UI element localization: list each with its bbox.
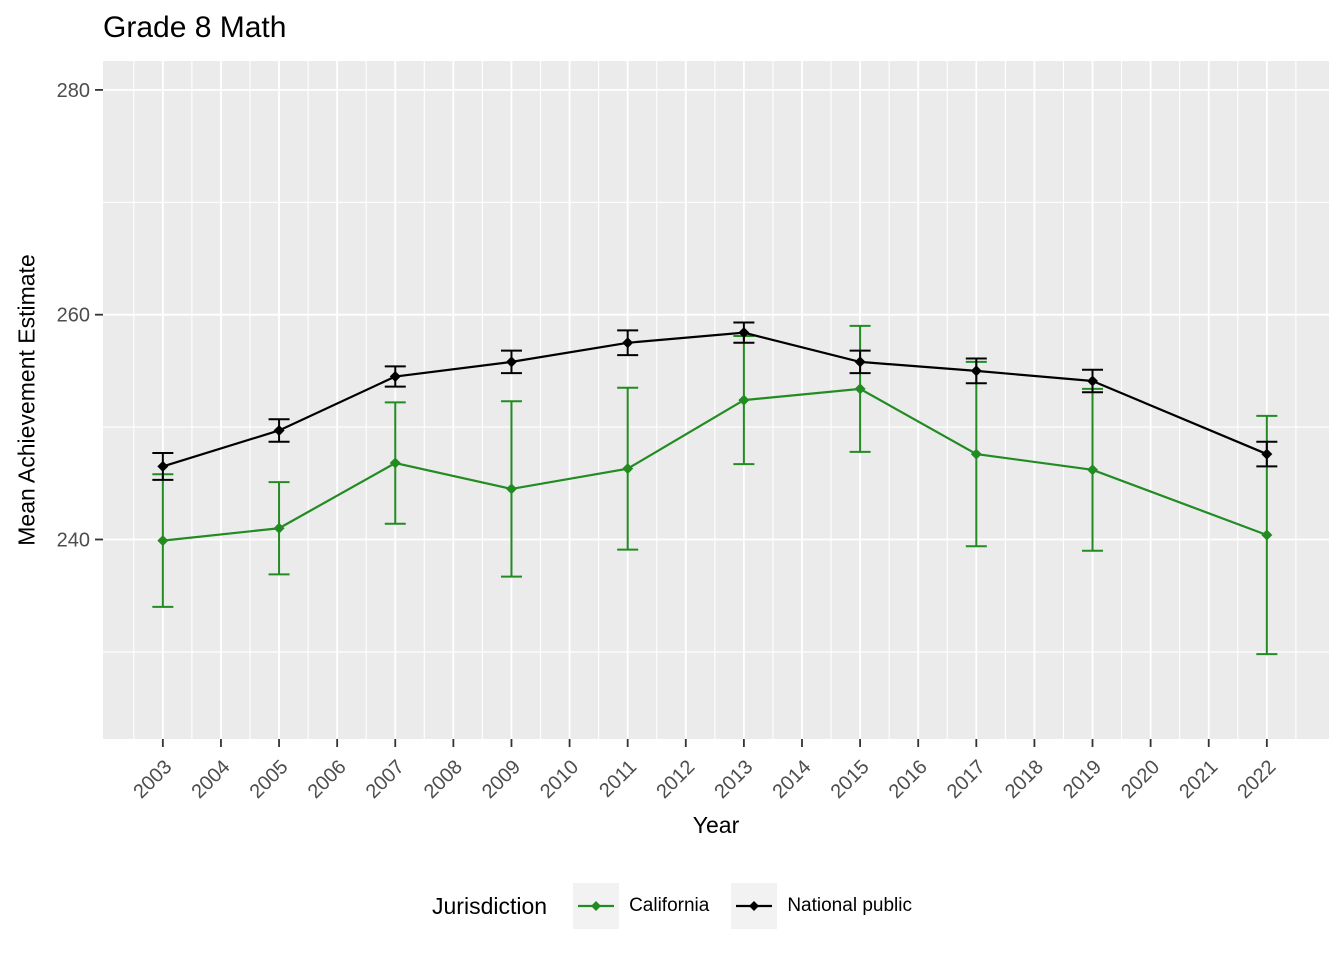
- data-point-california: [738, 394, 750, 406]
- series-line-national-public: [162, 331, 1268, 468]
- x-tick-label: 2017: [943, 756, 990, 803]
- data-point-california: [389, 457, 401, 469]
- data-point-national-public: [854, 356, 866, 368]
- legend-item-label: National public: [787, 895, 912, 916]
- plot-area: 2003 2004 2005 2006 2007 2008 2009 2010 2011 2012…: [57, 61, 1329, 803]
- x-tick-label: 2012: [652, 756, 699, 803]
- x-tick-label: 2013: [710, 756, 757, 803]
- legend-key-california: [573, 883, 620, 929]
- x-tick-label: 2022: [1233, 756, 1280, 803]
- data-point-california: [970, 448, 982, 460]
- series-line-california: [162, 387, 1268, 542]
- data-point-california: [854, 383, 866, 395]
- x-tick-label: 2015: [827, 756, 874, 803]
- x-tick-label: 2014: [769, 756, 816, 803]
- x-tick-label: 2010: [536, 756, 583, 803]
- x-tick-label: 2016: [885, 756, 932, 803]
- data-point-california: [1261, 529, 1273, 541]
- legend-key-point: [591, 901, 602, 911]
- x-tick-label: 2018: [1001, 756, 1048, 803]
- x-tick-label: 2020: [1117, 756, 1164, 803]
- x-tick-label: 2009: [478, 756, 525, 803]
- data-point-california: [622, 463, 634, 475]
- data-point-national-public: [273, 424, 285, 436]
- x-tick-label: 2011: [595, 756, 641, 802]
- data-point-national-public: [970, 365, 982, 377]
- legend-items: California National public: [551, 883, 912, 929]
- y-tick-label: 280: [57, 80, 90, 102]
- chart-title: Grade 8 Math: [103, 11, 287, 44]
- y-tick-label: 260: [57, 305, 90, 327]
- x-tick-label: 2008: [420, 756, 467, 803]
- data-point-national-public: [157, 460, 169, 472]
- data-point-national-public: [389, 371, 401, 383]
- data-point-national-public: [622, 337, 634, 349]
- plot-panel: [103, 61, 1329, 739]
- data-point-california: [273, 522, 285, 534]
- data-point-california: [505, 483, 517, 495]
- x-tick-label: 2006: [304, 756, 351, 803]
- data-point-national-public: [1261, 448, 1273, 460]
- x-tick-label: 2007: [362, 756, 409, 803]
- data-point-national-public: [738, 327, 750, 339]
- x-tick-label: 2021: [1175, 756, 1222, 803]
- x-tick-label: 2003: [129, 756, 176, 803]
- data-point-national-public: [1087, 375, 1099, 387]
- data-point-california: [1087, 464, 1099, 476]
- data-point-national-public: [505, 356, 517, 368]
- data-point-california: [157, 535, 169, 547]
- x-axis-title: Year: [692, 812, 740, 838]
- legend: Jurisdiction California National public: [0, 881, 1344, 931]
- legend-key-national-public: [731, 883, 778, 929]
- legend-title: Jurisdiction: [432, 892, 548, 919]
- x-tick-label: 2005: [246, 756, 293, 803]
- x-tick-label: 2004: [187, 756, 234, 803]
- legend-key-point: [749, 901, 760, 911]
- legend-item-california: California: [573, 883, 709, 929]
- y-tick-label: 240: [57, 529, 90, 551]
- legend-item-national-public: National public: [731, 883, 912, 929]
- legend-item-label: California: [629, 895, 710, 916]
- x-tick-label: 2019: [1059, 756, 1106, 803]
